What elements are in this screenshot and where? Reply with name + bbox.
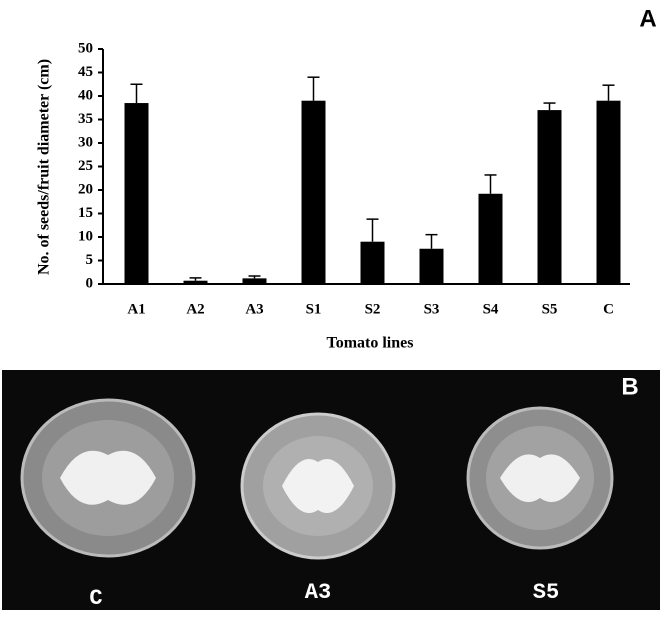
panel-label: A [639, 5, 656, 32]
photo-label: C [89, 586, 102, 611]
photo-panel: B C A3 S5 [2, 370, 660, 611]
y-tick-label: 40 [78, 87, 93, 103]
tomato [466, 406, 614, 550]
x-tick-label: A3 [245, 301, 263, 317]
x-axis-label: Tomato lines [327, 335, 414, 352]
bar [419, 248, 444, 284]
y-tick-label: 30 [78, 134, 93, 150]
x-tick-label: S5 [542, 301, 558, 317]
y-tick-label: 25 [78, 158, 93, 174]
panel-label: B [621, 373, 638, 400]
y-axis-label: No. of seeds/fruit diameter (cm) [36, 59, 53, 275]
tomato [240, 412, 396, 560]
x-tick-label: A1 [127, 301, 145, 317]
x-tick-label: S1 [306, 301, 322, 317]
bar [478, 193, 503, 284]
y-tick-label: 50 [78, 40, 93, 56]
bar [242, 278, 267, 284]
bar [124, 103, 149, 284]
y-tick-label: 15 [78, 205, 93, 221]
y-tick-label: 45 [78, 64, 93, 80]
y-tick-label: 35 [78, 111, 93, 127]
x-tick-label: C [603, 301, 614, 317]
photo-label: A3 [305, 580, 331, 605]
x-tick-label: A2 [186, 301, 204, 317]
photo-label: S5 [533, 580, 559, 605]
x-tick-label: S2 [365, 301, 381, 317]
x-tick-label: S4 [483, 301, 499, 317]
y-tick-label: 10 [78, 228, 93, 244]
bar [596, 100, 621, 284]
bar [183, 280, 208, 284]
y-tick-label: 5 [86, 252, 94, 268]
bar [360, 241, 385, 284]
tomato [20, 398, 196, 558]
y-tick-label: 0 [86, 275, 94, 291]
bar [537, 110, 562, 284]
bar [301, 100, 326, 284]
x-tick-label: S3 [424, 301, 440, 317]
y-tick-label: 20 [78, 181, 93, 197]
